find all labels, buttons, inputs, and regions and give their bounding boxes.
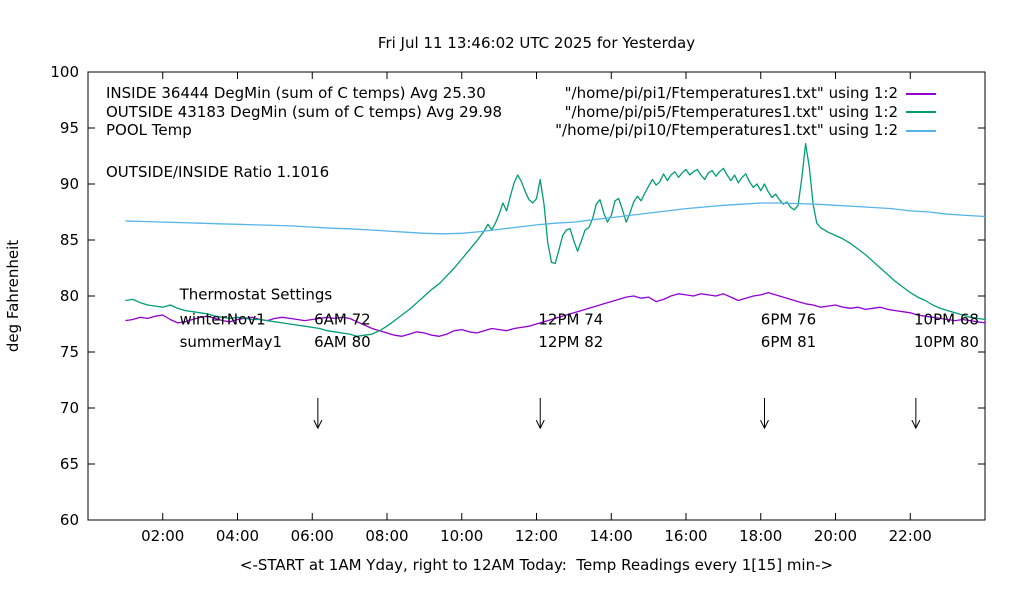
x-axis-ticks: 02:00 04:00 06:00 08:00 10:00 12:00 14:00 16:00…: [141, 72, 932, 545]
svg-text:80: 80: [60, 287, 79, 305]
svg-text:6PM 81: 6PM 81: [761, 333, 816, 351]
svg-text:100: 100: [50, 63, 79, 81]
svg-text:10:00: 10:00: [440, 527, 483, 545]
thermostat-time-arrows: [313, 397, 921, 430]
thermostat-settings-text: Thermostat Settings winterNov1 6AM 72 12PM …: [179, 285, 979, 351]
legend: INSIDE 36444 DegMin (sum of C temps) Avg…: [106, 84, 936, 140]
svg-text:95: 95: [60, 119, 79, 137]
svg-text:winterNov1: winterNov1: [180, 311, 266, 329]
svg-text:12PM 82: 12PM 82: [538, 333, 603, 351]
svg-text:70: 70: [60, 399, 79, 417]
svg-text:10PM 68: 10PM 68: [914, 311, 979, 329]
legend-line-sample-inside: [906, 92, 936, 95]
svg-text:6PM 76: 6PM 76: [761, 311, 816, 329]
svg-text:75: 75: [60, 343, 79, 361]
svg-text:10PM 80: 10PM 80: [914, 333, 979, 351]
svg-text:02:00: 02:00: [141, 527, 184, 545]
legend-desc-outside: OUTSIDE 43183 DegMin (sum of C temps) Av…: [106, 102, 503, 121]
svg-text:6AM 72: 6AM 72: [314, 311, 371, 329]
svg-text:16:00: 16:00: [664, 527, 707, 545]
chart-title: Fri Jul 11 13:46:02 UTC 2025 for Yesterd…: [377, 34, 696, 52]
svg-text:22:00: 22:00: [889, 527, 932, 545]
legend-line-sample-pool: [906, 129, 936, 132]
svg-text:12:00: 12:00: [515, 527, 558, 545]
legend-row-pool: POOL Temp "/home/pi/pi10/Ftemperatures1.…: [106, 121, 936, 140]
svg-text:90: 90: [60, 175, 79, 193]
legend-line-sample-outside: [906, 111, 936, 113]
svg-text:20:00: 20:00: [814, 527, 857, 545]
svg-text:Thermostat Settings: Thermostat Settings: [179, 285, 333, 303]
legend-file-pool: "/home/pi/pi10/Ftemperatures1.txt" using…: [555, 121, 898, 139]
svg-text:65: 65: [60, 455, 79, 473]
svg-text:14:00: 14:00: [590, 527, 633, 545]
svg-text:summerMay1: summerMay1: [180, 333, 283, 351]
svg-text:12PM 74: 12PM 74: [538, 311, 603, 329]
svg-text:6AM 80: 6AM 80: [314, 333, 371, 351]
series-pool-line: [125, 202, 986, 235]
y-axis-ticks: 60 65 70 75 80 85 90 95 100: [50, 63, 985, 529]
svg-text:60: 60: [60, 511, 79, 529]
legend-file-outside: "/home/pi/pi5/Ftemperatures1.txt" using …: [564, 102, 898, 121]
legend-file-inside: "/home/pi/pi1/Ftemperatures1.txt" using …: [564, 84, 898, 102]
y-axis-label: deg Fahrenheit: [4, 240, 22, 352]
legend-desc-pool: POOL Temp: [106, 121, 192, 139]
svg-text:06:00: 06:00: [291, 527, 334, 545]
legend-row-inside: INSIDE 36444 DegMin (sum of C temps) Avg…: [106, 84, 936, 103]
svg-text:85: 85: [60, 231, 79, 249]
x-axis-label: <-START at 1AM Yday, right to 12AM Today…: [239, 556, 834, 574]
svg-text:18:00: 18:00: [739, 527, 782, 545]
legend-row-outside: OUTSIDE 43183 DegMin (sum of C temps) Av…: [106, 103, 936, 122]
svg-text:08:00: 08:00: [365, 527, 408, 545]
series-outside-line: [125, 143, 986, 337]
legend-desc-inside: INSIDE 36444 DegMin (sum of C temps) Avg…: [106, 84, 486, 102]
outside-inside-ratio-label: OUTSIDE/INSIDE Ratio 1.1016: [106, 163, 330, 181]
svg-text:04:00: 04:00: [216, 527, 259, 545]
